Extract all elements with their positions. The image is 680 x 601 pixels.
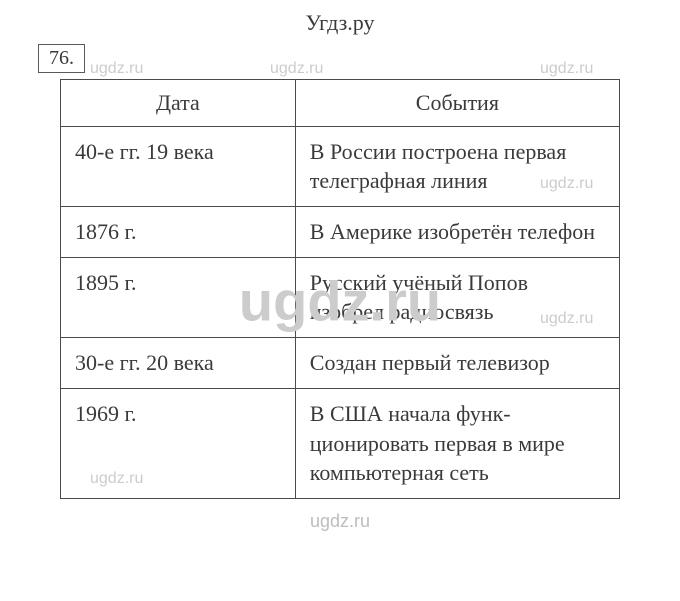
watermark-small: ugdz.ru <box>90 60 143 78</box>
table-row: 1876 г. В Америке изобретён телефон <box>61 207 620 258</box>
site-header: Угдз.ру <box>0 0 680 44</box>
watermark-small: ugdz.ru <box>540 60 593 78</box>
column-header-event: События <box>295 80 619 127</box>
cell-event: Создан первый телевизор <box>295 338 619 389</box>
column-header-date: Дата <box>61 80 296 127</box>
history-table: Дата События 40-е гг. 19 века В России п… <box>60 79 620 499</box>
site-footer: ugdz.ru <box>0 511 680 532</box>
cell-date: 1876 г. <box>61 207 296 258</box>
table-row: 40-е гг. 19 века В России построена перв… <box>61 126 620 206</box>
cell-event: В Америке изобретён телефон <box>295 207 619 258</box>
cell-date: 1969 г. <box>61 388 296 498</box>
cell-date: 1895 г. <box>61 257 296 337</box>
table-row: 1969 г. В США начала функ-ционировать пе… <box>61 388 620 498</box>
cell-event: В России построена первая телеграфная ли… <box>295 126 619 206</box>
watermark-small: ugdz.ru <box>270 60 323 78</box>
cell-date: 30-е гг. 20 века <box>61 338 296 389</box>
table-header-row: Дата События <box>61 80 620 127</box>
cell-event: В США начала функ-ционировать первая в м… <box>295 388 619 498</box>
table-row: 1895 г. Русский учёный Попов изобрел рад… <box>61 257 620 337</box>
cell-date: 40-е гг. 19 века <box>61 126 296 206</box>
exercise-number: 76. <box>38 44 85 73</box>
table-row: 30-е гг. 20 века Создан первый телевизор <box>61 338 620 389</box>
cell-event: Русский учёный Попов изобрел радиосвязь <box>295 257 619 337</box>
